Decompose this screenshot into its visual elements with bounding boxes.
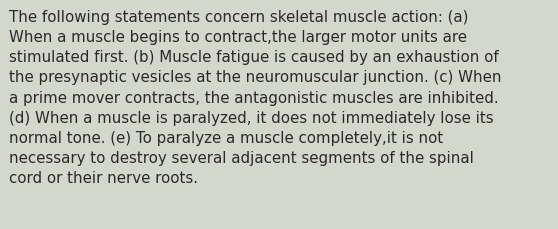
Text: The following statements concern skeletal muscle action: (a)
When a muscle begin: The following statements concern skeleta… [9,10,502,185]
